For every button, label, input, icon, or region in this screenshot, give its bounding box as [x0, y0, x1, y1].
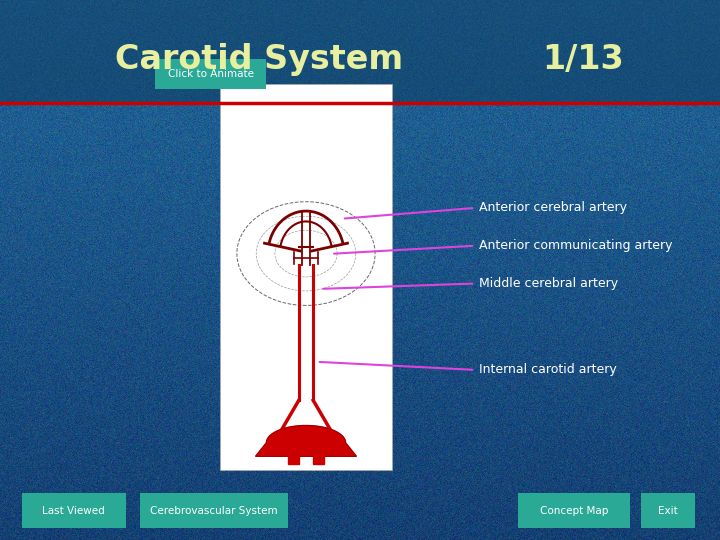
Text: Cerebrovascular System: Cerebrovascular System [150, 505, 278, 516]
Text: Internal carotid artery: Internal carotid artery [479, 363, 616, 376]
Text: Carotid System: Carotid System [115, 43, 403, 76]
Bar [0, 0, 720, 103]
Polygon shape [256, 426, 356, 456]
Text: Middle cerebral artery: Middle cerebral artery [479, 277, 618, 290]
Text: Last Viewed: Last Viewed [42, 505, 105, 516]
Text: Anterior communicating artery: Anterior communicating artery [479, 239, 672, 252]
Bar [641, 493, 695, 528]
Bar [140, 493, 288, 528]
Text: Click to Animate: Click to Animate [168, 69, 253, 79]
Bar [155, 59, 266, 89]
Text: 1/13: 1/13 [542, 43, 624, 76]
Text: Concept Map: Concept Map [540, 505, 608, 516]
Bar [518, 493, 630, 528]
Bar [22, 493, 126, 528]
Bar [220, 84, 392, 470]
Text: Anterior cerebral artery: Anterior cerebral artery [479, 201, 627, 214]
Text: Exit: Exit [658, 505, 678, 516]
Polygon shape [288, 456, 299, 464]
Polygon shape [313, 456, 324, 464]
